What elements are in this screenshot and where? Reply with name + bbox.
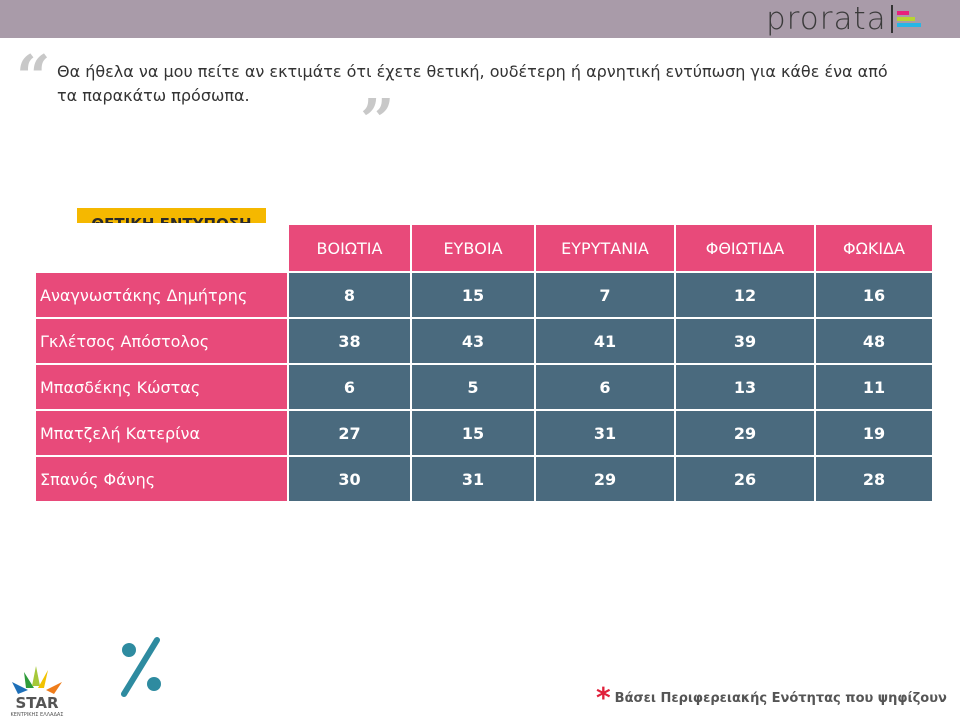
- table-cell: 8: [287, 271, 412, 319]
- close-quote-icon: ”: [360, 87, 395, 157]
- table-row: Σπανός Φάνης 30 31 29 26 28: [34, 455, 934, 503]
- logo-divider: [890, 5, 893, 33]
- table-cell: 5: [410, 363, 536, 411]
- table-cell: 15: [410, 409, 536, 457]
- table-cell: 27: [287, 409, 412, 457]
- footnote: * Βάσει Περιφερειακής Ενότητας που ψηφίζ…: [596, 676, 947, 714]
- table-cell: 13: [674, 363, 816, 411]
- table-cell: 7: [534, 271, 676, 319]
- table-cell: 31: [534, 409, 676, 457]
- column-header: ΦΘΙΩΤΙΔΑ: [674, 223, 816, 273]
- table-cell: 29: [674, 409, 816, 457]
- column-header: ΕΥΡΥΤΑΝΙΑ: [534, 223, 676, 273]
- table-cell: 15: [410, 271, 536, 319]
- table-cell: 26: [674, 455, 816, 503]
- table-header-row: ΒΟΙΩΤΙΑ ΕΥΒΟΙΑ ΕΥΡΥΤΑΝΙΑ ΦΘΙΩΤΙΔΑ ΦΩΚΙΔΑ: [34, 223, 934, 273]
- table-cell: 29: [534, 455, 676, 503]
- row-name: Μπατζελή Κατερίνα: [34, 409, 289, 457]
- row-name: Σπανός Φάνης: [34, 455, 289, 503]
- star-logo: STAR ΚΕΝΤΡΙΚΗΣ ΕΛΛΑΔΑΣ: [11, 666, 64, 718]
- question-text: Θα ήθελα να μου πείτε αν εκτιμάτε ότι έχ…: [57, 62, 888, 105]
- table-row: Μπασδέκης Κώστας 6 5 6 13 11: [34, 363, 934, 411]
- table-cell: 19: [814, 409, 934, 457]
- row-name: Αναγνωστάκης Δημήτρης: [34, 271, 289, 319]
- table-cell: 38: [287, 317, 412, 365]
- open-quote-icon: “: [16, 43, 51, 113]
- top-bar: [0, 0, 960, 38]
- table-cell: 6: [534, 363, 676, 411]
- table-cell: 12: [674, 271, 816, 319]
- column-header: ΕΥΒΟΙΑ: [410, 223, 536, 273]
- table-cell: 16: [814, 271, 934, 319]
- table-cell: 39: [674, 317, 816, 365]
- table-row: Αναγνωστάκης Δημήτρης 8 15 7 12 16: [34, 271, 934, 319]
- table-row: Γκλέτσος Απόστολος 38 43 41 39 48: [34, 317, 934, 365]
- logo-text: prorata: [766, 1, 887, 37]
- results-table: ΒΟΙΩΤΙΑ ΕΥΒΟΙΑ ΕΥΡΥΤΑΝΙΑ ΦΘΙΩΤΙΔΑ ΦΩΚΙΔΑ…: [34, 223, 934, 503]
- table-cell: 48: [814, 317, 934, 365]
- row-name: Μπασδέκης Κώστας: [34, 363, 289, 411]
- logo-bars-icon: [896, 11, 921, 27]
- table-cell: 31: [410, 455, 536, 503]
- svg-text:STAR: STAR: [15, 694, 58, 712]
- table-cell: 6: [287, 363, 412, 411]
- table-cell: 43: [410, 317, 536, 365]
- asterisk-icon: *: [596, 681, 611, 714]
- svg-text:ΚΕΝΤΡΙΚΗΣ ΕΛΛΑΔΑΣ: ΚΕΝΤΡΙΚΗΣ ΕΛΛΑΔΑΣ: [11, 712, 64, 718]
- table-cell: 30: [287, 455, 412, 503]
- column-header: ΒΟΙΩΤΙΑ: [287, 223, 412, 273]
- table-cell: 11: [814, 363, 934, 411]
- table-cell: 41: [534, 317, 676, 365]
- row-name: Γκλέτσος Απόστολος: [34, 317, 289, 365]
- prorata-logo: prorata: [766, 0, 921, 38]
- column-header: ΦΩΚΙΔΑ: [814, 223, 934, 273]
- table-cell: 28: [814, 455, 934, 503]
- percent-icon: [121, 637, 161, 697]
- table-row: Μπατζελή Κατερίνα 27 15 31 29 19: [34, 409, 934, 457]
- header-blank: [34, 223, 289, 273]
- footnote-text: Βάσει Περιφερειακής Ενότητας που ψηφίζου…: [614, 691, 947, 706]
